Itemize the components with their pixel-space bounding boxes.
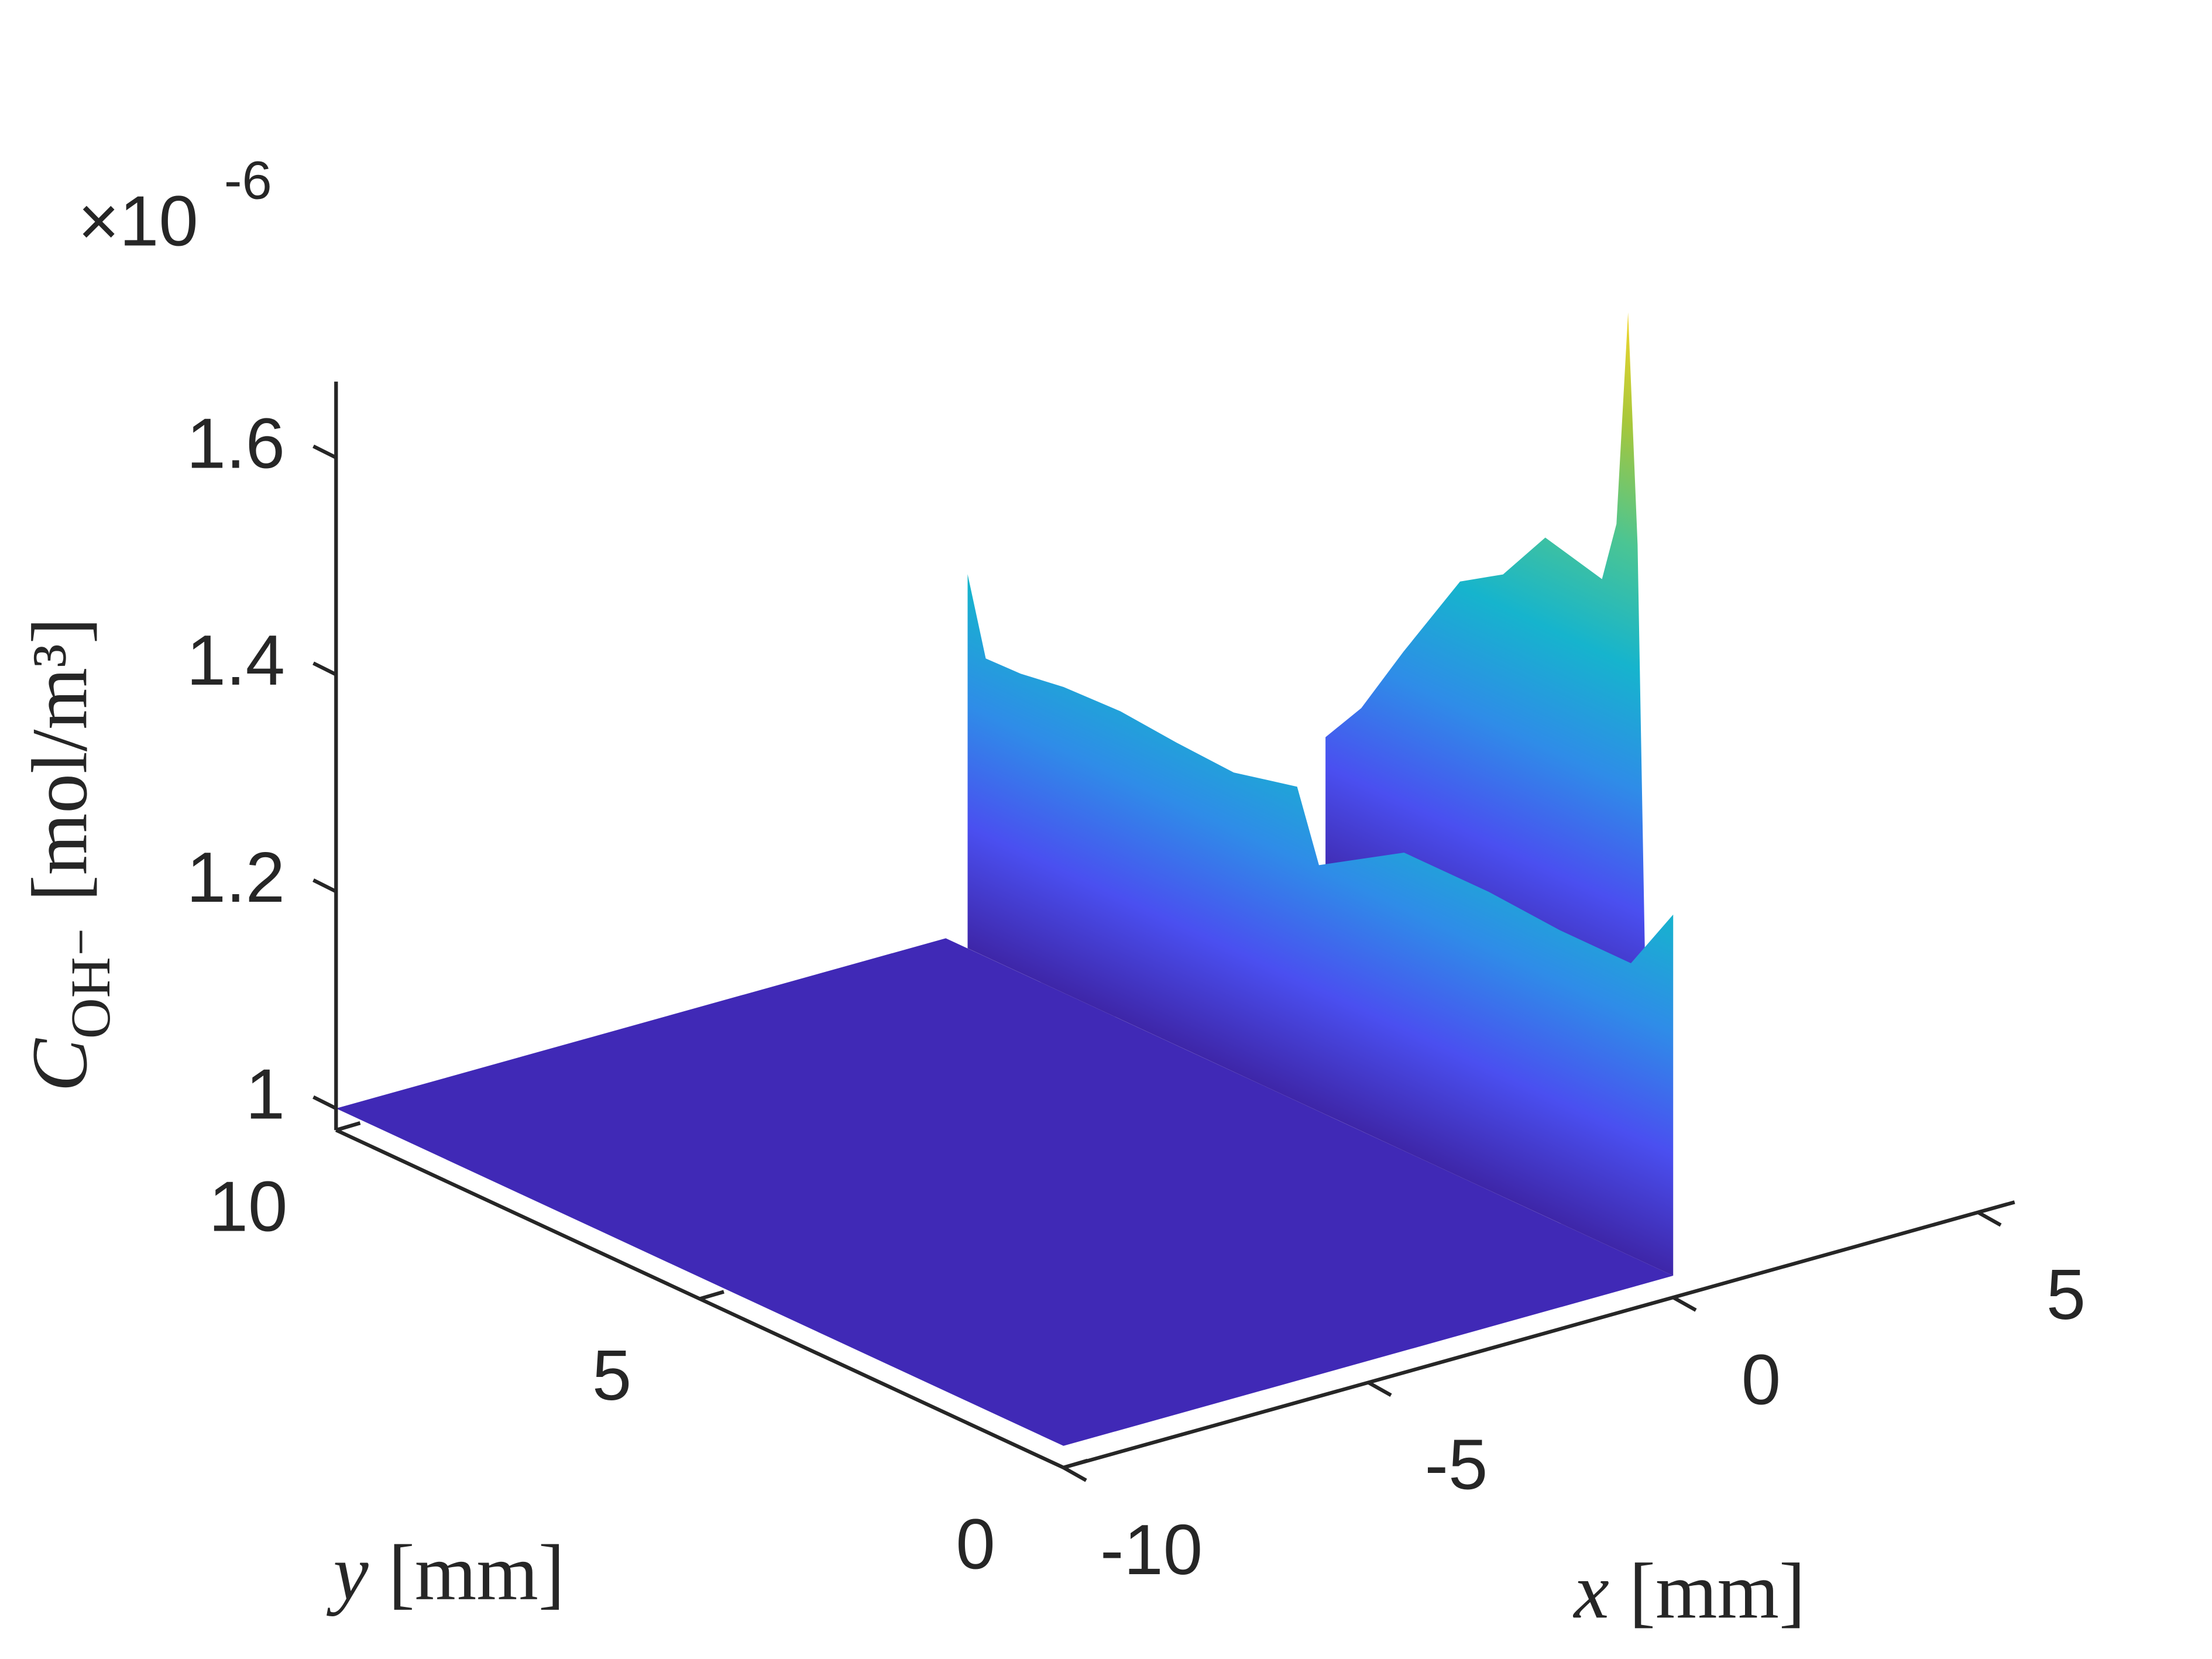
z-axis-label: COH⁻ [mol/m³]	[16, 617, 122, 1092]
z-tick	[312, 661, 337, 676]
z-tick	[312, 444, 337, 459]
surface-wall	[967, 574, 1674, 1276]
y-tick	[335, 1121, 361, 1132]
y-tick	[1063, 1458, 1088, 1469]
x-tick-label: 0	[1742, 1339, 1781, 1419]
y-tick-label: 0	[956, 1504, 995, 1584]
y-axis-line	[335, 1128, 1064, 1469]
x-axis-label: x [mm]	[1573, 1547, 1806, 1635]
x-label-symbol: x	[1573, 1547, 1609, 1635]
x-tick-label: -10	[1100, 1510, 1203, 1589]
y-tick-label: 5	[592, 1335, 631, 1415]
surface	[336, 312, 1674, 1446]
z-label-unit: [mol/m³]	[16, 617, 104, 901]
x-axis-line	[1063, 1200, 2015, 1469]
x-tick-label: -5	[1425, 1425, 1488, 1505]
exponent-power: -6	[224, 150, 272, 210]
y-tick	[699, 1290, 724, 1301]
x-label-unit: [mm]	[1629, 1547, 1805, 1635]
y-axis-label: y [mm]	[326, 1529, 565, 1617]
z-tick-label: 1.4	[187, 620, 285, 700]
z-label-subscript: OH⁻	[59, 927, 122, 1039]
surface-floor	[336, 938, 1674, 1446]
z-label-symbol: C	[16, 1038, 104, 1092]
z-tick-label: 1	[246, 1055, 285, 1134]
exponent-base: ×10	[78, 181, 198, 261]
x-tick	[1367, 1380, 1392, 1397]
x-tick	[1062, 1466, 1087, 1482]
y-label-symbol: y	[326, 1529, 369, 1617]
axes: -10 -5 0 5 0 5 10 1 1.2 1.4 1.6	[187, 382, 2086, 1589]
z-tick-label: 1.6	[187, 403, 285, 483]
x-tick	[1977, 1210, 2002, 1227]
x-tick-label: 5	[2046, 1255, 2086, 1334]
x-tick	[1672, 1296, 1697, 1312]
y-tick-label: 10	[209, 1167, 288, 1246]
z-tick	[312, 1095, 337, 1110]
z-tick	[312, 878, 337, 894]
y-label-unit: [mm]	[389, 1529, 565, 1617]
z-tick-label: 1.2	[187, 837, 285, 917]
